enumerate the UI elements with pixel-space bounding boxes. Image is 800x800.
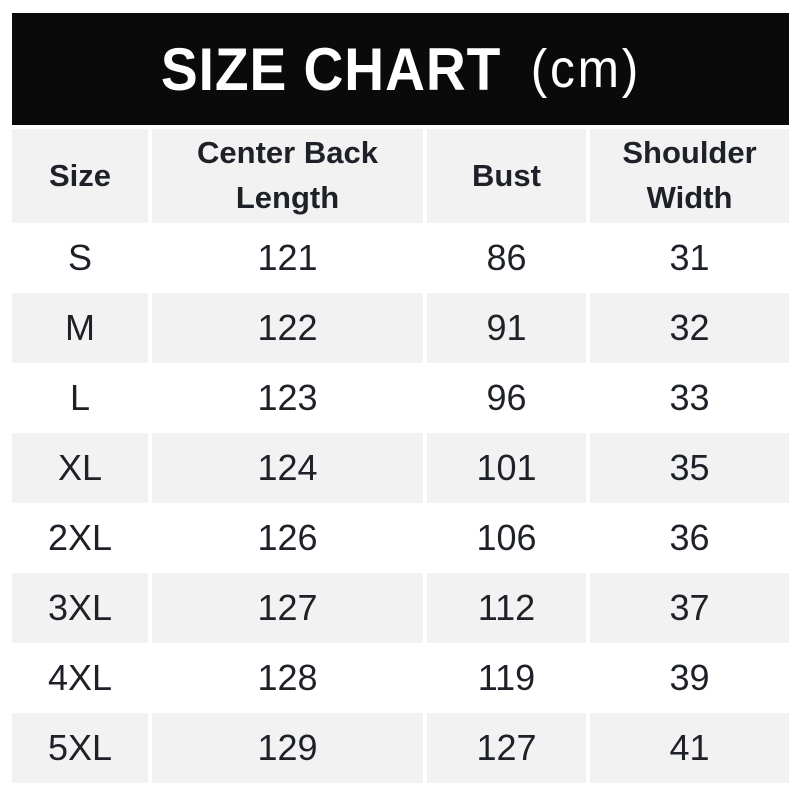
table-cell: 127: [427, 713, 586, 783]
size-table: Size Center Back Length Bust Shoulder Wi…: [12, 129, 789, 783]
table-cell: 106: [427, 503, 586, 573]
column-header-size: Size: [12, 129, 148, 223]
table-cell: L: [12, 363, 148, 433]
table-cell: 101: [427, 433, 586, 503]
table-cell: 37: [590, 573, 789, 643]
table-cell: 2XL: [12, 503, 148, 573]
column-header-center-back-length: Center Back Length: [152, 129, 423, 223]
column-header-shoulder-width: Shoulder Width: [590, 129, 789, 223]
table-cell: 3XL: [12, 573, 148, 643]
unit-label: (cm): [530, 39, 641, 99]
table-cell: M: [12, 293, 148, 363]
table-cell: 127: [152, 573, 423, 643]
column-header-bust: Bust: [427, 129, 586, 223]
size-chart-title: SIZE CHART: [160, 35, 501, 103]
table-cell: 35: [590, 433, 789, 503]
table-cell: 128: [152, 643, 423, 713]
banner-text: SIZE CHART (cm): [160, 35, 640, 104]
table-cell: 5XL: [12, 713, 148, 783]
table-cell: 119: [427, 643, 586, 713]
table-cell: 96: [427, 363, 586, 433]
table-cell: 36: [590, 503, 789, 573]
table-cell: 4XL: [12, 643, 148, 713]
table-cell: 91: [427, 293, 586, 363]
table-cell: 33: [590, 363, 789, 433]
table-cell: XL: [12, 433, 148, 503]
table-cell: 39: [590, 643, 789, 713]
table-cell: 123: [152, 363, 423, 433]
table-cell: 86: [427, 223, 586, 293]
table-cell: 41: [590, 713, 789, 783]
table-cell: 121: [152, 223, 423, 293]
table-cell: 122: [152, 293, 423, 363]
table-cell: S: [12, 223, 148, 293]
table-cell: 32: [590, 293, 789, 363]
table-cell: 31: [590, 223, 789, 293]
table-cell: 126: [152, 503, 423, 573]
table-cell: 112: [427, 573, 586, 643]
table-cell: 129: [152, 713, 423, 783]
table-cell: 124: [152, 433, 423, 503]
size-chart-banner: SIZE CHART (cm): [12, 13, 789, 125]
